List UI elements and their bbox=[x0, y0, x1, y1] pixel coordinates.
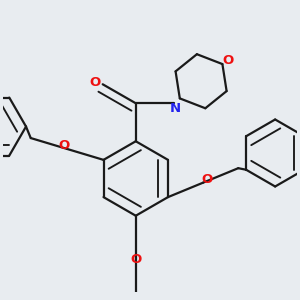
Text: O: O bbox=[223, 54, 234, 68]
Text: O: O bbox=[89, 76, 100, 89]
Text: O: O bbox=[58, 139, 70, 152]
Text: O: O bbox=[130, 253, 141, 266]
Text: N: N bbox=[170, 103, 181, 116]
Text: O: O bbox=[201, 173, 213, 186]
